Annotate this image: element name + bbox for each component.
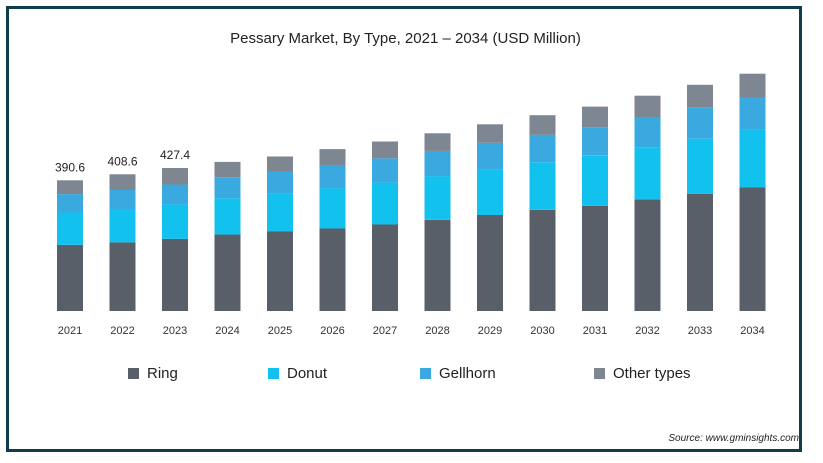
bar-gellhorn-2024 (214, 177, 241, 199)
legend: Ring Donut Gellhorn Other types (0, 365, 823, 389)
bar-other-types-2032 (634, 95, 661, 117)
bar-donut-2027 (372, 182, 398, 225)
bar-gellhorn-2031 (582, 127, 608, 156)
bar-gellhorn-2025 (267, 171, 293, 194)
x-tick-label: 2024 (215, 325, 239, 337)
bar-donut-2022 (109, 209, 136, 243)
bar-gellhorn-2029 (477, 142, 503, 170)
legend-swatch (420, 368, 431, 379)
bar-ring-2033 (687, 193, 713, 311)
x-tick-label: 2029 (478, 325, 502, 337)
bar-other-types-2029 (477, 124, 503, 143)
bars-group (57, 73, 766, 311)
x-tick-label: 2031 (583, 325, 607, 337)
x-tick-label: 2034 (740, 325, 764, 337)
data-label-total: 427.4 (160, 148, 190, 162)
bar-other-types-2026 (319, 149, 346, 165)
bar-donut-2034 (739, 129, 766, 188)
bar-other-types-2034 (739, 73, 766, 98)
bar-ring-2023 (162, 238, 188, 311)
bar-donut-2025 (267, 193, 293, 232)
bar-other-types-2021 (57, 180, 83, 195)
bar-donut-2023 (162, 204, 188, 239)
bar-donut-2024 (214, 198, 241, 235)
bar-gellhorn-2027 (372, 158, 398, 183)
legend-swatch (268, 368, 279, 379)
legend-item-donut: Donut (268, 365, 327, 382)
bar-ring-2031 (582, 205, 608, 311)
bar-ring-2030 (529, 210, 556, 311)
x-axis-ticks: 2021 2022 2023 2024 2025 2026 2027 2028 2029 2030… (58, 325, 765, 337)
source-note: Source: www.gminsights.com (668, 433, 799, 444)
chart-title: Pessary Market, By Type, 2021 – 2034 (US… (230, 30, 581, 47)
legend-swatch (594, 368, 605, 379)
bar-donut-2028 (424, 176, 451, 220)
bar-gellhorn-2032 (634, 116, 661, 148)
bar-gellhorn-2026 (319, 165, 346, 189)
x-tick-label: 2032 (635, 325, 659, 337)
bar-donut-2030 (529, 162, 556, 210)
bar-other-types-2025 (267, 156, 293, 172)
legend-label: Other types (613, 365, 691, 382)
bar-ring-2029 (477, 215, 503, 311)
bar-gellhorn-2030 (529, 134, 556, 163)
bar-donut-2021 (57, 212, 83, 245)
x-tick-label: 2025 (268, 325, 292, 337)
bar-other-types-2023 (162, 168, 188, 185)
bar-ring-2021 (57, 244, 83, 311)
legend-item-gellhorn: Gellhorn (420, 365, 496, 382)
x-tick-label: 2023 (163, 325, 187, 337)
x-tick-label: 2022 (110, 325, 134, 337)
bar-ring-2022 (109, 242, 136, 311)
legend-label: Ring (147, 365, 178, 382)
legend-item-ring: Ring (128, 365, 178, 382)
x-tick-label: 2026 (320, 325, 344, 337)
bar-gellhorn-2028 (424, 150, 451, 177)
data-label-total: 390.6 (55, 160, 85, 174)
bar-other-types-2022 (109, 174, 136, 190)
x-tick-label: 2028 (425, 325, 449, 337)
x-tick-label: 2030 (530, 325, 554, 337)
bar-donut-2029 (477, 169, 503, 215)
bar-donut-2032 (634, 147, 661, 200)
bar-gellhorn-2033 (687, 107, 713, 139)
bar-other-types-2027 (372, 141, 398, 159)
x-tick-label: 2027 (373, 325, 397, 337)
bar-gellhorn-2034 (739, 97, 766, 130)
bar-ring-2026 (319, 228, 346, 311)
bar-other-types-2030 (529, 115, 556, 135)
bar-other-types-2028 (424, 133, 451, 151)
bar-gellhorn-2023 (162, 184, 188, 205)
data-labels: 390.6 408.6 427.4 (55, 148, 190, 174)
legend-label: Donut (287, 365, 328, 382)
x-tick-label: 2021 (58, 325, 82, 337)
legend-label: Gellhorn (439, 365, 496, 382)
bar-ring-2028 (424, 220, 451, 311)
bar-ring-2025 (267, 231, 293, 311)
bar-other-types-2031 (582, 106, 608, 128)
bar-ring-2034 (739, 187, 766, 311)
bar-gellhorn-2021 (57, 194, 83, 213)
bar-ring-2032 (634, 199, 661, 311)
x-tick-label: 2033 (688, 325, 712, 337)
bar-other-types-2033 (687, 84, 713, 108)
bar-donut-2031 (582, 155, 608, 206)
bar-ring-2027 (372, 224, 398, 311)
bar-other-types-2024 (214, 161, 241, 178)
bar-donut-2033 (687, 138, 713, 194)
legend-item-other-types: Other types (594, 365, 691, 382)
bar-ring-2024 (214, 234, 241, 311)
bar-gellhorn-2022 (109, 190, 136, 209)
data-label-total: 408.6 (107, 154, 137, 168)
legend-swatch (128, 368, 139, 379)
bar-donut-2026 (319, 188, 346, 229)
